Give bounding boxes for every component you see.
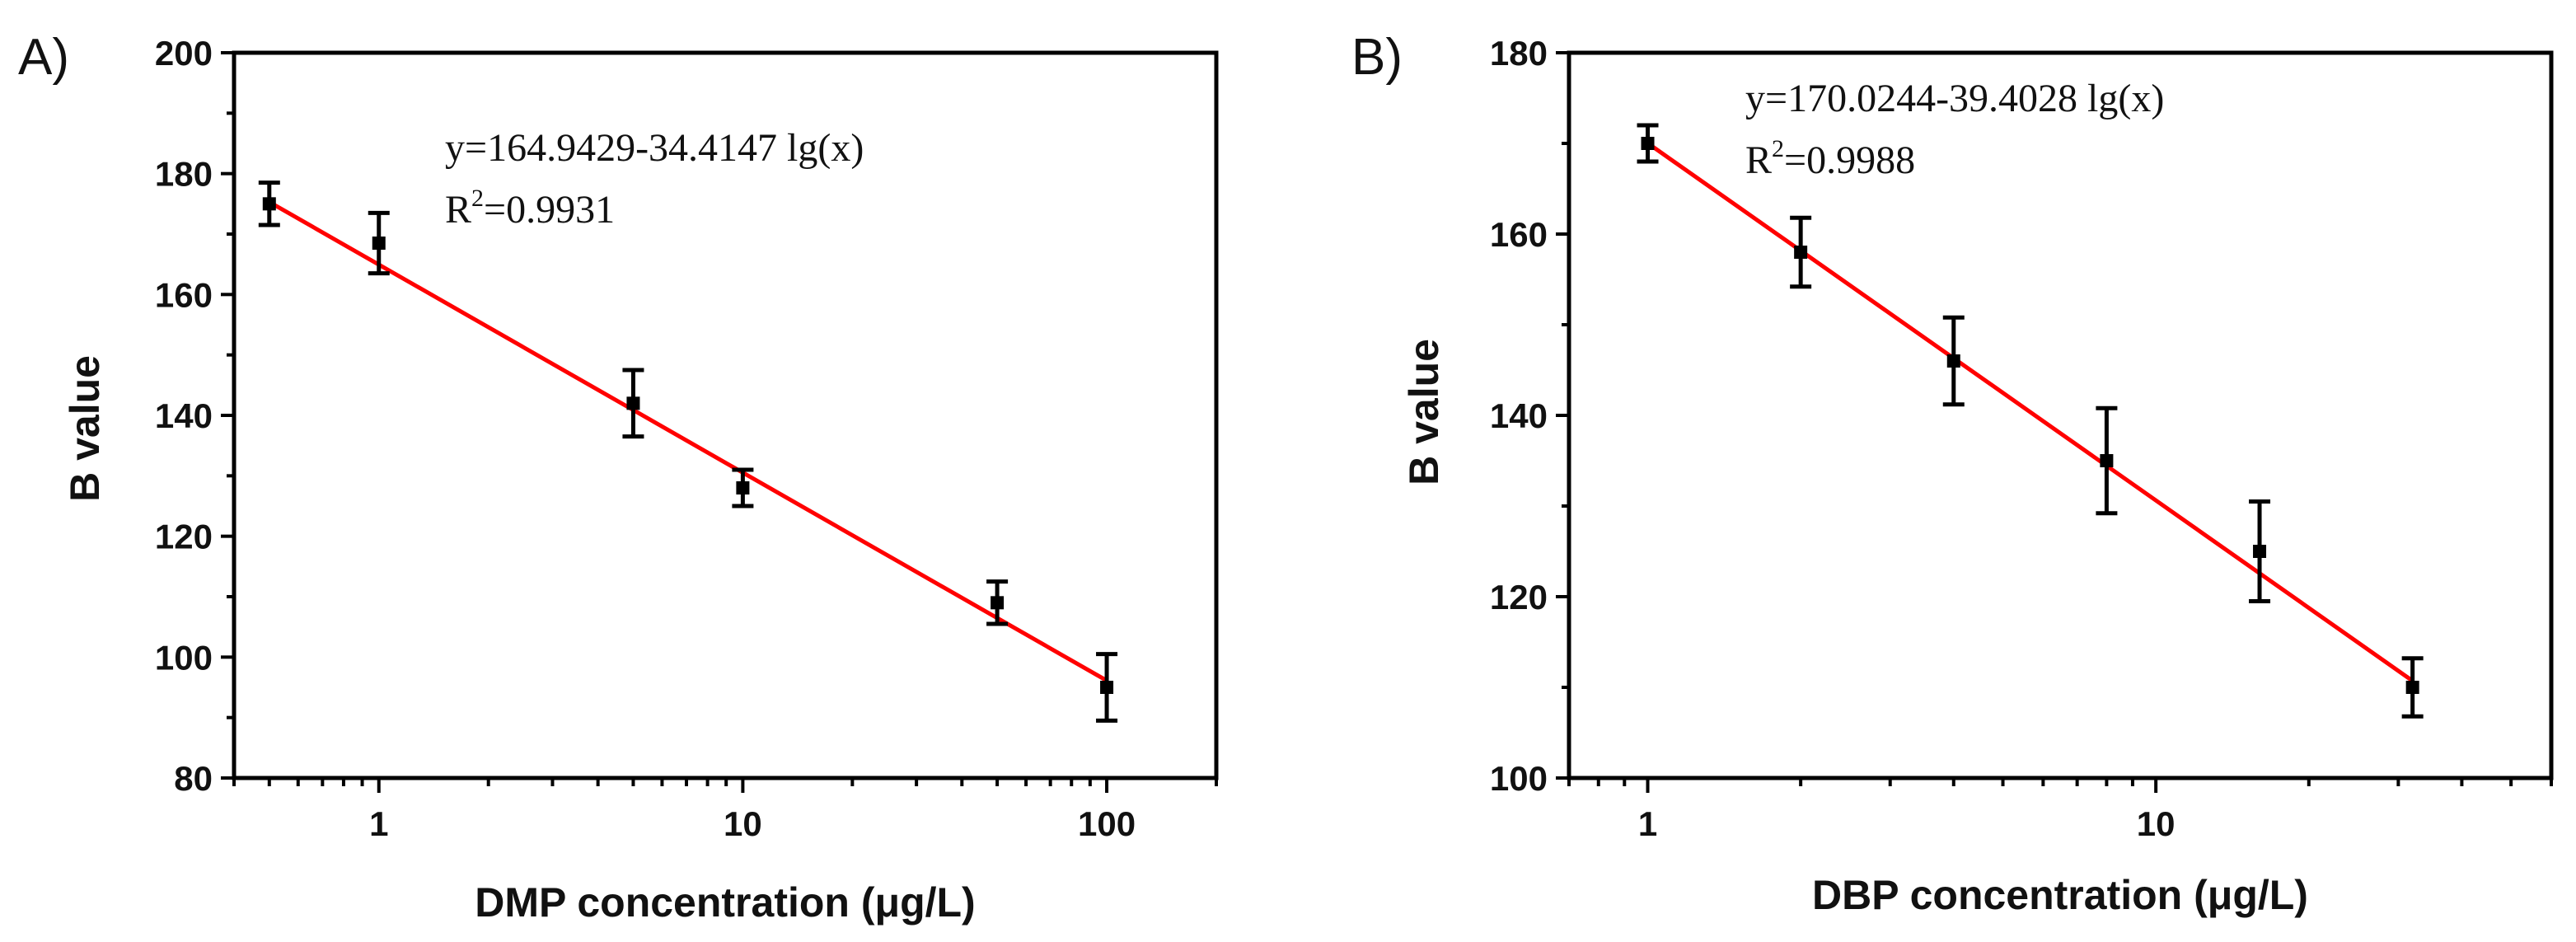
y-tick-label: 140 — [1490, 396, 1548, 435]
data-point — [2253, 545, 2267, 558]
data-point — [991, 596, 1005, 610]
data-point — [1641, 137, 1655, 150]
y-tick-label: 160 — [1490, 215, 1548, 254]
y-axis-title: B value — [62, 355, 108, 502]
plot-frame — [1567, 50, 2554, 780]
data-point — [626, 396, 640, 410]
tick-group: 80 100 120 140 160 180 200 1 10 100 — [155, 34, 1218, 843]
data-point — [1794, 246, 1808, 259]
fit-equation: y=170.0244-39.4028 lg(x) — [1745, 77, 2164, 120]
r2-superscript: 2 — [1772, 135, 1784, 162]
r2-label: R — [1745, 138, 1772, 182]
data-group — [1637, 123, 2424, 719]
y-tick-label: 80 — [174, 759, 213, 798]
y-tick-label: 140 — [155, 396, 213, 435]
r2-superscript: 2 — [471, 185, 484, 212]
panel-label: B) — [1351, 29, 1403, 86]
x-axis-title: DMP concentration (μg/L) — [475, 879, 975, 926]
fit-equation: y=164.9429-34.4147 lg(x) — [445, 126, 864, 170]
y-tick-label: 200 — [155, 34, 213, 73]
y-tick-label: 100 — [1490, 759, 1548, 798]
x-axis-title: DBP concentration (μg/L) — [1812, 872, 2308, 918]
r-squared: R2=0.9988 — [1745, 135, 1915, 182]
data-point — [372, 237, 386, 250]
x-tick-label: 100 — [1078, 804, 1136, 843]
chart-panel-b: B) 100 120 140 160 180 1 10 DBP concentration … — [1351, 29, 2554, 918]
data-point — [736, 481, 750, 494]
data-point — [1100, 681, 1114, 694]
panel-label: A) — [18, 29, 69, 86]
r2-value: =0.9988 — [1784, 138, 1915, 182]
x-tick-label: 10 — [2137, 804, 2176, 843]
tick-group: 100 120 140 160 180 1 10 — [1490, 34, 2553, 843]
r2-label: R — [445, 188, 471, 232]
x-tick-label: 10 — [724, 804, 762, 843]
r-squared: R2=0.9931 — [445, 185, 615, 232]
y-tick-label: 100 — [155, 638, 213, 677]
x-tick-label: 1 — [1638, 804, 1657, 843]
chart-panel-a: A) 80 100 120 140 160 180 200 1 10 100 DMP concen… — [18, 29, 1219, 926]
x-tick-label: 1 — [369, 804, 388, 843]
fit-line — [1646, 141, 2414, 683]
y-tick-label: 160 — [155, 275, 213, 314]
plot-frame — [232, 50, 1219, 780]
data-point — [2100, 454, 2114, 467]
fit-line — [268, 199, 1108, 683]
y-tick-label: 180 — [155, 155, 213, 194]
y-axis-title: B value — [1401, 339, 1447, 485]
data-point — [262, 197, 276, 211]
r2-value: =0.9931 — [484, 188, 615, 232]
y-tick-label: 120 — [1490, 578, 1548, 616]
data-group — [258, 180, 1118, 723]
data-point — [1946, 354, 1960, 368]
y-tick-label: 120 — [155, 518, 213, 556]
data-point — [2405, 681, 2419, 694]
y-tick-label: 180 — [1490, 34, 1548, 73]
